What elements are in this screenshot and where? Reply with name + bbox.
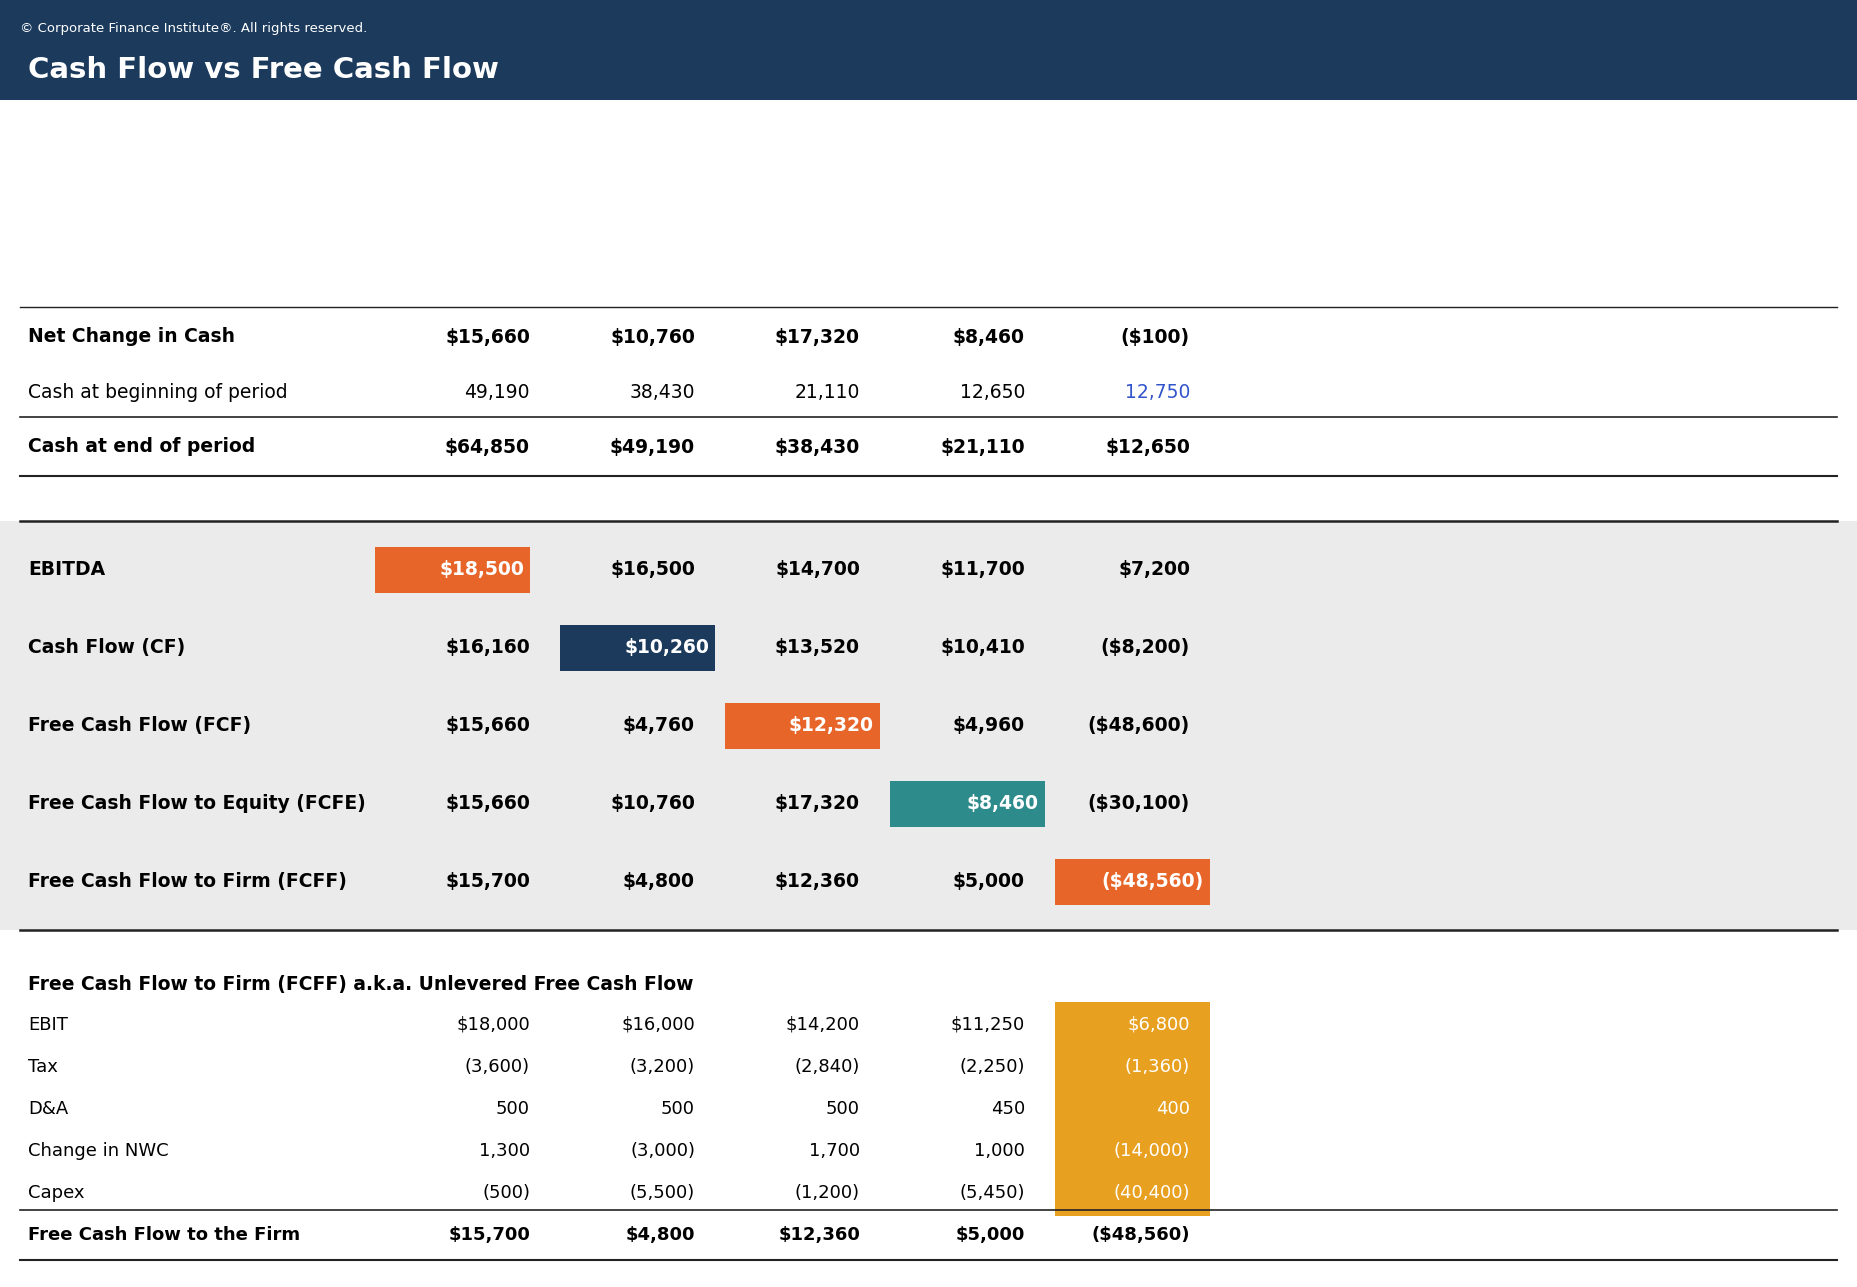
Text: 1,300: 1,300 [479,1142,529,1160]
Bar [0,0,1857,100]
Text: $12,650: $12,650 [1105,438,1190,457]
Text: $18,500: $18,500 [438,560,524,579]
Text: 450: 450 [992,1100,1025,1118]
Text: Free Cash Flow to Equity (FCFE): Free Cash Flow to Equity (FCFE) [28,794,366,813]
Text: D&A: D&A [28,1100,69,1118]
Text: 1,700: 1,700 [810,1142,860,1160]
Text: $7,200: $7,200 [1118,560,1190,579]
Text: Change in NWC: Change in NWC [28,1142,169,1160]
Text: Cash Flow vs Free Cash Flow: Cash Flow vs Free Cash Flow [28,57,500,84]
Text: $6,800: $6,800 [1127,1015,1190,1033]
Text: © Corporate Finance Institute®. All rights reserved.: © Corporate Finance Institute®. All righ… [20,22,368,35]
Text: $16,000: $16,000 [622,1015,695,1033]
Text: $14,200: $14,200 [786,1015,860,1033]
Bar [561,624,715,671]
Text: 500: 500 [496,1100,529,1118]
Text: 12,650: 12,650 [960,382,1025,402]
Bar [890,781,1045,826]
Text: Tax: Tax [28,1058,58,1076]
Text: 1,000: 1,000 [975,1142,1025,1160]
Text: ($8,200): ($8,200) [1101,638,1190,658]
Text: $10,260: $10,260 [624,638,709,658]
Text: (1,200): (1,200) [795,1184,860,1202]
Text: (3,000): (3,000) [630,1142,695,1160]
Text: $15,700: $15,700 [446,873,529,891]
Text: (40,400): (40,400) [1114,1184,1190,1202]
Text: ($30,100): ($30,100) [1088,794,1190,813]
Text: $5,000: $5,000 [956,1227,1025,1245]
Text: $4,800: $4,800 [626,1227,695,1245]
Text: EBITDA: EBITDA [28,560,106,579]
Bar [1055,858,1211,905]
Text: (5,450): (5,450) [960,1184,1025,1202]
Text: (2,250): (2,250) [960,1058,1025,1076]
Text: Free Cash Flow to Firm (FCFF) a.k.a. Unlevered Free Cash Flow: Free Cash Flow to Firm (FCFF) a.k.a. Unl… [28,976,693,995]
Text: ($100): ($100) [1122,327,1190,346]
Text: $16,160: $16,160 [446,638,529,658]
Text: $15,700: $15,700 [448,1227,529,1245]
Text: $4,760: $4,760 [622,716,695,735]
Text: 12,750: 12,750 [1125,382,1190,402]
Text: (500): (500) [483,1184,529,1202]
Bar [724,703,880,749]
Text: $10,760: $10,760 [611,327,695,346]
Text: $13,520: $13,520 [774,638,860,658]
Text: (3,200): (3,200) [630,1058,695,1076]
Text: $15,660: $15,660 [446,327,529,346]
Text: $17,320: $17,320 [774,327,860,346]
Text: $14,700: $14,700 [774,560,860,579]
Text: $12,360: $12,360 [774,873,860,891]
Bar [0,521,1857,931]
Text: $38,430: $38,430 [774,438,860,457]
Text: Free Cash Flow (FCF): Free Cash Flow (FCF) [28,716,251,735]
Text: $16,500: $16,500 [611,560,695,579]
Text: 21,110: 21,110 [795,382,860,402]
Text: $17,320: $17,320 [774,794,860,813]
Text: ($48,560): ($48,560) [1101,873,1203,891]
Text: ($48,600): ($48,600) [1088,716,1190,735]
Bar [375,547,529,592]
Text: (5,500): (5,500) [630,1184,695,1202]
Text: Capex: Capex [28,1184,85,1202]
Text: $10,410: $10,410 [940,638,1025,658]
Text: 49,190: 49,190 [464,382,529,402]
Text: $11,250: $11,250 [951,1015,1025,1033]
Text: $15,660: $15,660 [446,716,529,735]
Text: (2,840): (2,840) [795,1058,860,1076]
Text: Net Change in Cash: Net Change in Cash [28,327,236,346]
Text: $21,110: $21,110 [940,438,1025,457]
Text: Cash at beginning of period: Cash at beginning of period [28,382,288,402]
Text: (3,600): (3,600) [464,1058,529,1076]
Text: $18,000: $18,000 [457,1015,529,1033]
Text: (14,000): (14,000) [1114,1142,1190,1160]
Text: 400: 400 [1157,1100,1190,1118]
Text: $8,460: $8,460 [967,794,1040,813]
Text: $12,320: $12,320 [789,716,875,735]
Text: $4,800: $4,800 [622,873,695,891]
Text: EBIT: EBIT [28,1015,69,1033]
Text: (1,360): (1,360) [1125,1058,1190,1076]
Text: ($48,560): ($48,560) [1092,1227,1190,1245]
Text: $64,850: $64,850 [446,438,529,457]
Text: Free Cash Flow to Firm (FCFF): Free Cash Flow to Firm (FCFF) [28,873,347,891]
Text: 500: 500 [826,1100,860,1118]
Text: Cash at end of period: Cash at end of period [28,438,254,457]
Text: $5,000: $5,000 [953,873,1025,891]
Text: 38,430: 38,430 [630,382,695,402]
Text: $15,660: $15,660 [446,794,529,813]
Text: Cash Flow (CF): Cash Flow (CF) [28,638,186,658]
Text: $4,960: $4,960 [953,716,1025,735]
Text: Free Cash Flow to the Firm: Free Cash Flow to the Firm [28,1227,301,1245]
Text: $11,700: $11,700 [940,560,1025,579]
Text: $10,760: $10,760 [611,794,695,813]
Text: $8,460: $8,460 [953,327,1025,346]
Bar [1055,1001,1211,1216]
Text: $49,190: $49,190 [609,438,695,457]
Text: 500: 500 [661,1100,695,1118]
Text: $12,360: $12,360 [778,1227,860,1245]
